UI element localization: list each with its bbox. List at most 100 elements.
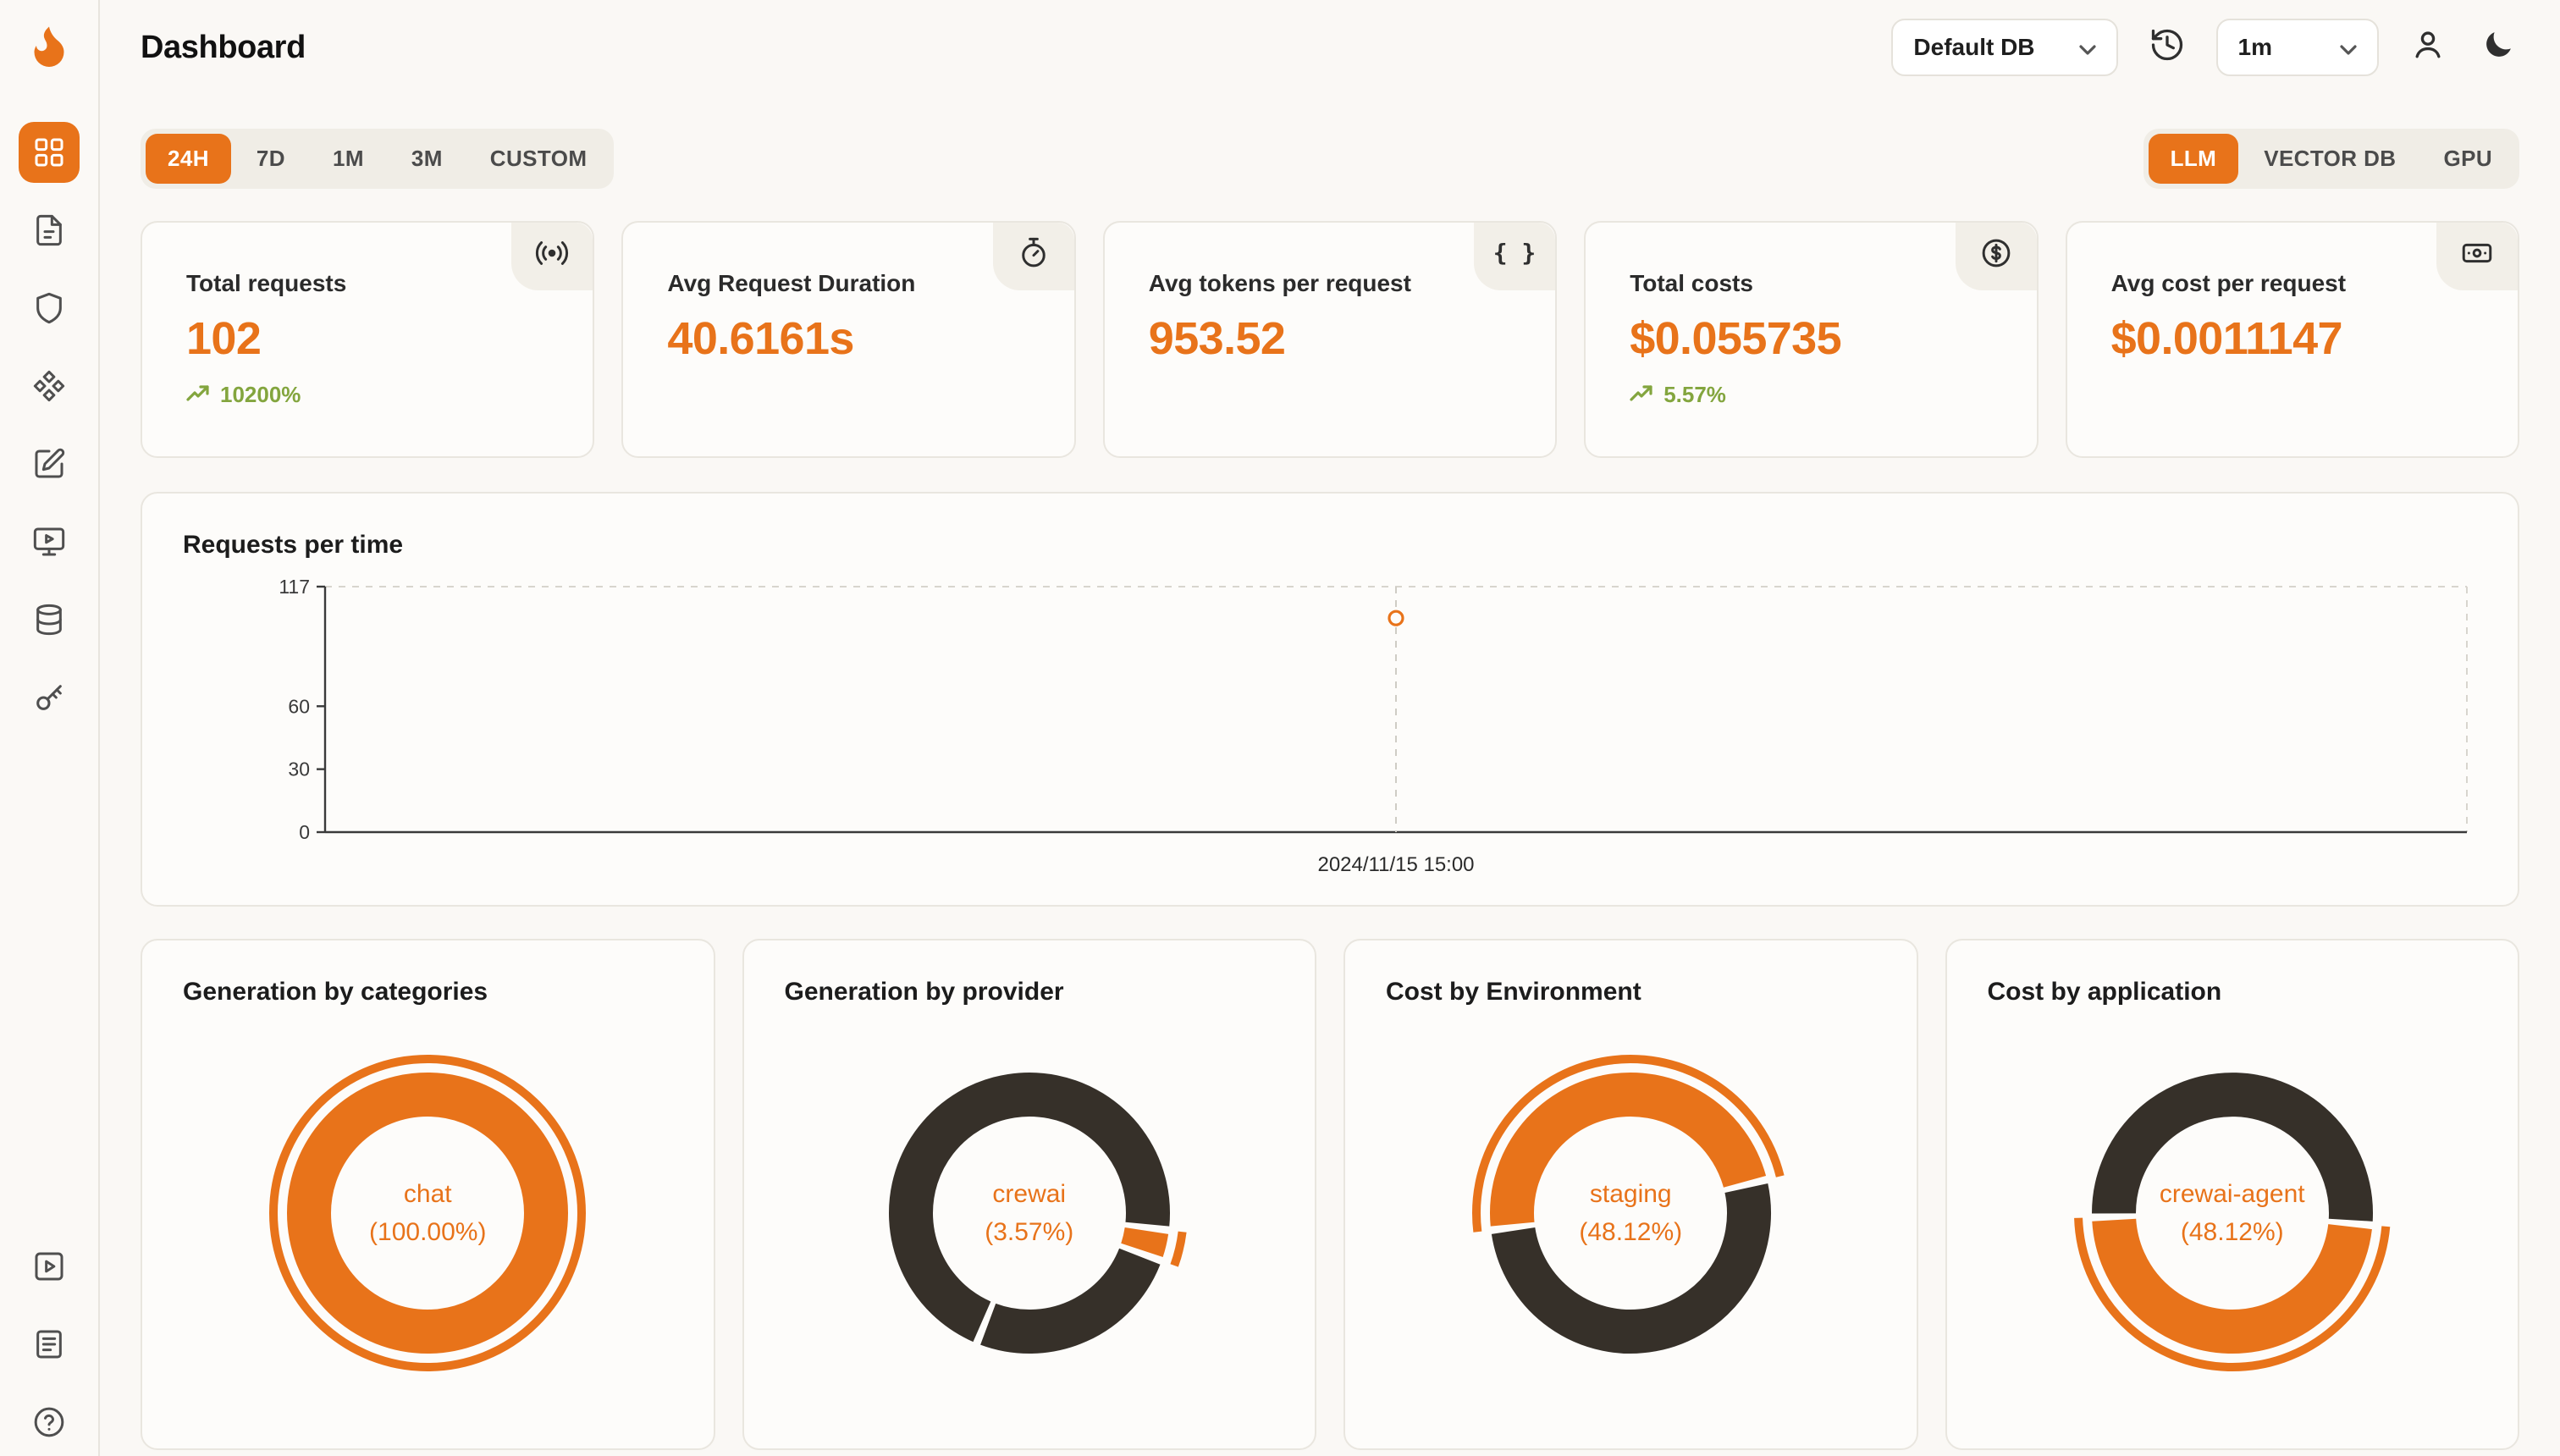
stat-label: Total costs bbox=[1630, 270, 1753, 296]
flame-logo-icon bbox=[24, 20, 74, 78]
tab-7d[interactable]: 7D bbox=[234, 134, 307, 184]
stat-card-avg-duration: Avg Request Duration 40.6161s bbox=[621, 221, 1076, 458]
theme-toggle-button[interactable] bbox=[2477, 24, 2519, 72]
moon-icon bbox=[2480, 27, 2516, 69]
stat-icon-badge: { } bbox=[1474, 223, 1556, 290]
generation-by-categories-card: Generation by categories chat (100.00%) bbox=[141, 939, 715, 1450]
file-icon bbox=[32, 213, 66, 247]
dashboard-content: 24H 7D 1M 3M CUSTOM LLM VECTOR DB GPU bbox=[100, 95, 2560, 1456]
stat-card-avg-tokens: { } Avg tokens per request 953.52 bbox=[1102, 221, 1558, 458]
donut-svg-holder bbox=[258, 1044, 597, 1389]
donut-svg-holder bbox=[2063, 1044, 2402, 1389]
tab-gpu[interactable]: GPU bbox=[2421, 134, 2514, 184]
sidebar-item-documentation[interactable] bbox=[19, 1314, 80, 1375]
broadcast-icon bbox=[534, 235, 570, 278]
sidebar-item-dashboard[interactable] bbox=[19, 122, 80, 183]
stat-card-total-requests: Total requests 102 10200% bbox=[141, 221, 595, 458]
tab-24h[interactable]: 24H bbox=[146, 134, 231, 184]
tab-3m[interactable]: 3M bbox=[389, 134, 465, 184]
tab-vector-db[interactable]: VECTOR DB bbox=[2242, 134, 2418, 184]
sidebar-item-databases[interactable] bbox=[19, 589, 80, 650]
dollar-circle-icon bbox=[1978, 235, 2014, 278]
tab-llm[interactable]: LLM bbox=[2148, 134, 2239, 184]
requests-per-time-card: Requests per time 0 30 60 117 2024/11/15 15:… bbox=[141, 492, 2519, 907]
chevron-down-icon bbox=[2078, 34, 2096, 61]
page-title: Dashboard bbox=[141, 29, 306, 65]
stat-label: Avg Request Duration bbox=[667, 270, 916, 296]
sidebar-nav-bottom bbox=[19, 1236, 80, 1456]
cost-by-application-card: Cost by application crewai-agent (48.12%… bbox=[1945, 939, 2519, 1450]
stat-icon-badge bbox=[1955, 223, 2037, 290]
history-icon bbox=[2149, 26, 2186, 69]
stat-card-total-costs: Total costs $0.055735 5.57% bbox=[1584, 221, 2039, 458]
database-select[interactable]: Default DB bbox=[1891, 19, 2118, 76]
sidebar bbox=[0, 0, 100, 1456]
categories-donut-chart: chat (100.00%) bbox=[258, 1044, 597, 1382]
stat-label: Avg tokens per request bbox=[1148, 270, 1411, 296]
svg-text:2024/11/15 15:00: 2024/11/15 15:00 bbox=[1317, 853, 1474, 876]
donut-svg-holder bbox=[1461, 1044, 1800, 1389]
stat-icon-badge bbox=[511, 223, 593, 290]
tabs-row: 24H 7D 1M 3M CUSTOM LLM VECTOR DB GPU bbox=[141, 129, 2519, 189]
header: Dashboard Default DB 1m bbox=[100, 0, 2560, 95]
play-square-icon bbox=[32, 1249, 66, 1283]
header-controls: Default DB 1m bbox=[1891, 19, 2519, 76]
requests-line-chart: 0 30 60 117 2024/11/15 15:00 bbox=[183, 573, 2477, 883]
edit-note-icon bbox=[32, 447, 66, 481]
stat-delta-value: 10200% bbox=[220, 382, 301, 407]
sidebar-item-requests[interactable] bbox=[19, 200, 80, 261]
svg-text:60: 60 bbox=[288, 695, 310, 717]
sidebar-item-exceptions[interactable] bbox=[19, 278, 80, 339]
time-range-tabs: 24H 7D 1M 3M CUSTOM bbox=[141, 129, 615, 189]
svg-text:117: 117 bbox=[279, 576, 310, 598]
svg-text:0: 0 bbox=[299, 821, 310, 843]
sidebar-item-help[interactable] bbox=[19, 1392, 80, 1453]
interval-select-value: 1m bbox=[2237, 34, 2272, 60]
tab-1m[interactable]: 1M bbox=[311, 134, 386, 184]
application-donut-chart: crewai-agent (48.12%) bbox=[2063, 1044, 2402, 1382]
database-icon bbox=[32, 603, 66, 637]
sidebar-item-demo-video[interactable] bbox=[19, 1236, 80, 1297]
braces-icon: { } bbox=[1493, 235, 1537, 278]
sidebar-item-prompt-hub[interactable] bbox=[19, 356, 80, 416]
stat-value: $0.055735 bbox=[1630, 313, 1842, 364]
dashboard-grid-icon bbox=[32, 135, 66, 169]
source-tabs: LLM VECTOR DB GPU bbox=[2143, 129, 2519, 189]
interval-select[interactable]: 1m bbox=[2215, 19, 2379, 76]
chart-title: Requests per time bbox=[183, 531, 404, 559]
timer-icon bbox=[1016, 235, 1051, 278]
stat-value: 102 bbox=[186, 313, 262, 364]
chart-title: Cost by Environment bbox=[1386, 978, 1641, 1006]
donut-svg-holder bbox=[860, 1044, 1199, 1389]
tab-custom[interactable]: CUSTOM bbox=[468, 134, 610, 184]
stat-delta: 5.57% bbox=[1630, 382, 1992, 408]
sidebar-item-api-keys[interactable] bbox=[19, 667, 80, 728]
stat-value: 40.6161s bbox=[667, 313, 854, 364]
stat-label: Total requests bbox=[186, 270, 347, 296]
donut-row: Generation by categories chat (100.00%) … bbox=[141, 939, 2519, 1450]
app-logo[interactable] bbox=[17, 17, 81, 81]
environment-donut-chart: staging (48.12%) bbox=[1461, 1044, 1800, 1382]
refresh-history-button[interactable] bbox=[2145, 23, 2189, 73]
trend-up-icon bbox=[1630, 382, 1653, 408]
user-icon bbox=[2409, 26, 2447, 69]
trend-up-icon bbox=[186, 382, 210, 408]
stat-label: Avg cost per request bbox=[2110, 270, 2347, 296]
document-lines-icon bbox=[32, 1327, 66, 1361]
banknote-icon bbox=[2459, 235, 2495, 278]
stat-card-avg-cost: Avg cost per request $0.0011147 bbox=[2065, 221, 2519, 458]
svg-text:{ }: { } bbox=[1494, 239, 1535, 267]
svg-text:30: 30 bbox=[288, 758, 310, 780]
sidebar-item-playground[interactable] bbox=[19, 511, 80, 572]
stats-row: Total requests 102 10200% Avg Request Du… bbox=[141, 221, 2519, 458]
stat-value: $0.0011147 bbox=[2110, 313, 2343, 364]
components-icon bbox=[32, 369, 66, 403]
user-button[interactable] bbox=[2406, 23, 2450, 73]
stat-icon-badge bbox=[2436, 223, 2518, 290]
sidebar-nav bbox=[19, 122, 80, 728]
stat-delta: 10200% bbox=[186, 382, 549, 408]
sidebar-item-evaluations[interactable] bbox=[19, 433, 80, 494]
chart-title: Generation by provider bbox=[784, 978, 1064, 1006]
chevron-down-icon bbox=[2340, 34, 2357, 61]
